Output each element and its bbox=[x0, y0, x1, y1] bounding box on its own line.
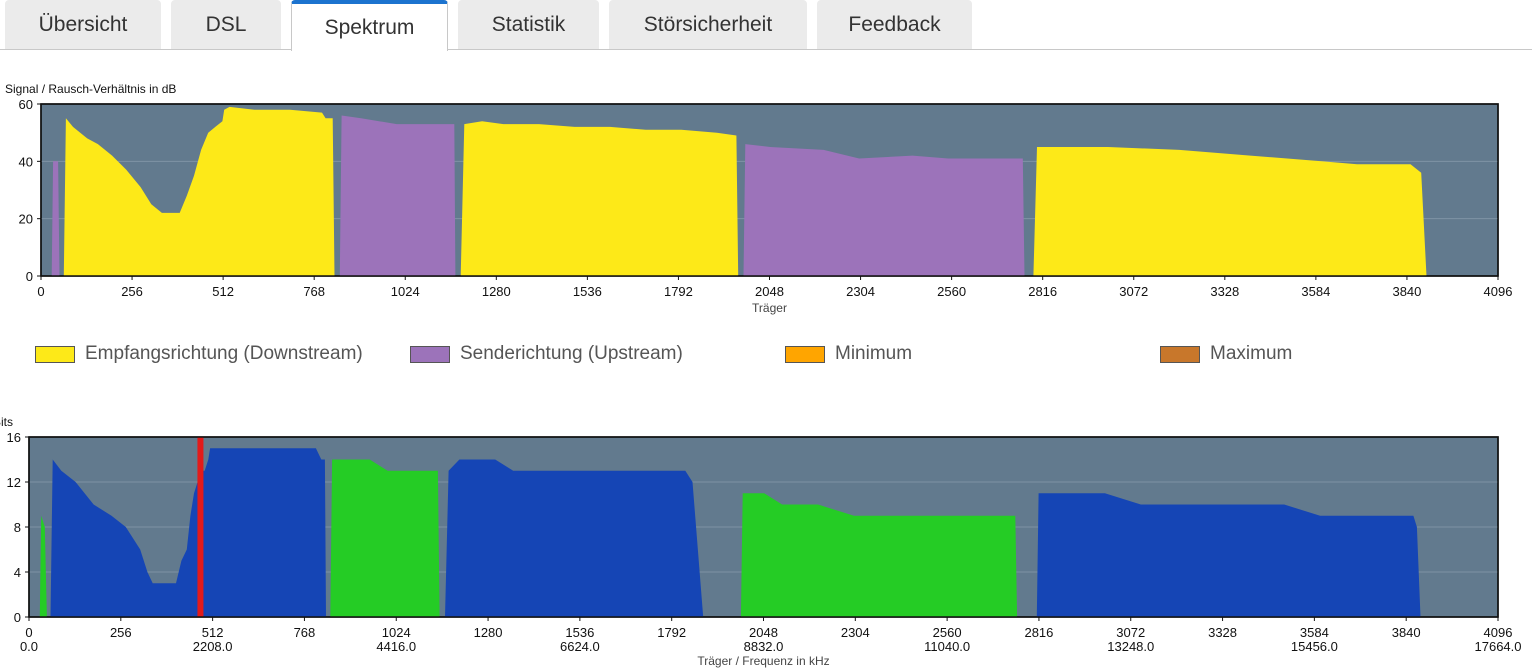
x-tick-label: 3840 bbox=[1392, 284, 1421, 299]
x-tick-label: 256 bbox=[110, 625, 132, 640]
x-axis-title: Träger bbox=[752, 301, 787, 315]
freq-tick-label: 2208.0 bbox=[193, 639, 233, 654]
freq-tick-label: 0.0 bbox=[20, 639, 38, 654]
legend-swatch-upstream bbox=[410, 345, 450, 363]
legend-item-minimum: Minimum bbox=[785, 343, 912, 365]
tab-spektrum[interactable]: Spektrum bbox=[291, 0, 448, 51]
x-tick-label: 3584 bbox=[1301, 284, 1330, 299]
y-tick-label: 60 bbox=[19, 97, 33, 112]
tab-statistik[interactable]: Statistik bbox=[458, 0, 599, 49]
freq-tick-label: 4416.0 bbox=[376, 639, 416, 654]
y-tick-label: 12 bbox=[7, 475, 21, 490]
series-area-1 bbox=[460, 121, 739, 276]
x-tick-label: 1792 bbox=[664, 284, 693, 299]
x-axis-title: Träger / Frequenz in kHz bbox=[697, 654, 829, 668]
x-tick-label: 0 bbox=[25, 625, 32, 640]
series-area-0 bbox=[50, 448, 326, 617]
tab-bar: Übersicht DSL Spektrum Statistik Störsic… bbox=[0, 0, 1532, 51]
x-tick-label: 256 bbox=[121, 284, 143, 299]
x-tick-label: 4096 bbox=[1484, 625, 1513, 640]
x-tick-label: 3072 bbox=[1116, 625, 1145, 640]
x-tick-label: 2304 bbox=[846, 284, 875, 299]
snr-chart: Signal / Rausch-Verhältnis in dB 0 20 40 60 0… bbox=[5, 82, 1513, 315]
freq-tick-label: 8832.0 bbox=[744, 639, 784, 654]
legend-label-downstream: Empfangsrichtung (Downstream) bbox=[85, 343, 363, 364]
bits-chart: Bits 0 4 8 12 16 0 256 512 768 1024 1280 1536 1792 204… bbox=[0, 415, 1522, 668]
tab-feedback[interactable]: Feedback bbox=[817, 0, 972, 49]
marker-line bbox=[197, 437, 204, 617]
x-tick-label: 768 bbox=[294, 625, 316, 640]
x-tick-label: 2048 bbox=[755, 284, 784, 299]
y-tick-label: 40 bbox=[19, 154, 33, 169]
x-tick-label: 3072 bbox=[1119, 284, 1148, 299]
x-tick-label: 768 bbox=[303, 284, 325, 299]
y-axis-title: Signal / Rausch-Verhältnis in dB bbox=[5, 82, 176, 96]
freq-tick-label: 15456.0 bbox=[1291, 639, 1338, 654]
x-tick-label: 2304 bbox=[841, 625, 870, 640]
x-tick-label: 1536 bbox=[565, 625, 594, 640]
y-tick-label: 0 bbox=[26, 269, 33, 284]
x-tick-label: 2560 bbox=[937, 284, 966, 299]
x-tick-label: 1024 bbox=[391, 284, 420, 299]
series-area-5 bbox=[743, 144, 1025, 276]
x-tick-label: 3840 bbox=[1392, 625, 1421, 640]
legend-item-maximum: Maximum bbox=[1160, 343, 1292, 365]
x-tick-label: 2816 bbox=[1028, 284, 1057, 299]
x-tick-label: 512 bbox=[212, 284, 234, 299]
y-tick-label: 8 bbox=[14, 520, 21, 535]
x-tick-label: 3328 bbox=[1208, 625, 1237, 640]
series-area-4 bbox=[330, 459, 440, 617]
x-tick-label: 2816 bbox=[1024, 625, 1053, 640]
x-tick-label: 1280 bbox=[474, 625, 503, 640]
x-tick-label: 512 bbox=[202, 625, 224, 640]
series-area-4 bbox=[339, 115, 456, 276]
y-tick-label: 20 bbox=[19, 212, 33, 227]
y-tick-label: 0 bbox=[14, 610, 21, 625]
legend-label-maximum: Maximum bbox=[1210, 343, 1293, 364]
legend-swatch-minimum bbox=[785, 345, 825, 363]
x-tick-label: 0 bbox=[37, 284, 44, 299]
freq-tick-label: 13248.0 bbox=[1107, 639, 1154, 654]
y-tick-label: 16 bbox=[7, 430, 21, 445]
legend-item-downstream: Empfangsrichtung (Downstream) bbox=[35, 343, 363, 365]
y-tick-label: 4 bbox=[14, 565, 21, 580]
legend-swatch-maximum bbox=[1160, 345, 1200, 363]
x-tick-label: 4096 bbox=[1484, 284, 1513, 299]
tab-stoersicherheit[interactable]: Störsicherheit bbox=[609, 0, 807, 49]
legend-label-minimum: Minimum bbox=[835, 343, 913, 364]
freq-tick-label: 6624.0 bbox=[560, 639, 600, 654]
series-area-3 bbox=[51, 161, 60, 276]
freq-tick-label: 11040.0 bbox=[924, 639, 970, 654]
legend-item-upstream: Senderichtung (Upstream) bbox=[410, 343, 683, 365]
x-tick-label: 2048 bbox=[749, 625, 778, 640]
series-area-2 bbox=[1036, 493, 1421, 617]
x-tick-label: 3584 bbox=[1300, 625, 1329, 640]
freq-tick-label: 17664.0 bbox=[1475, 639, 1522, 654]
legend-label-upstream: Senderichtung (Upstream) bbox=[460, 343, 683, 364]
y-axis-title: Bits bbox=[0, 415, 13, 429]
series-area-5 bbox=[740, 493, 1018, 617]
x-tick-label: 3328 bbox=[1210, 284, 1239, 299]
series-area-3 bbox=[39, 515, 47, 617]
series-area-1 bbox=[445, 459, 704, 617]
tab-uebersicht[interactable]: Übersicht bbox=[5, 0, 161, 49]
series-area-0 bbox=[63, 106, 335, 277]
x-tick-label: 2560 bbox=[933, 625, 962, 640]
legend-swatch-downstream bbox=[35, 345, 75, 363]
x-tick-label: 1536 bbox=[573, 284, 602, 299]
series-area-2 bbox=[1033, 147, 1427, 276]
x-tick-label: 1024 bbox=[382, 625, 411, 640]
tab-dsl[interactable]: DSL bbox=[171, 0, 281, 49]
x-tick-label: 1280 bbox=[482, 284, 511, 299]
x-tick-label: 1792 bbox=[657, 625, 686, 640]
